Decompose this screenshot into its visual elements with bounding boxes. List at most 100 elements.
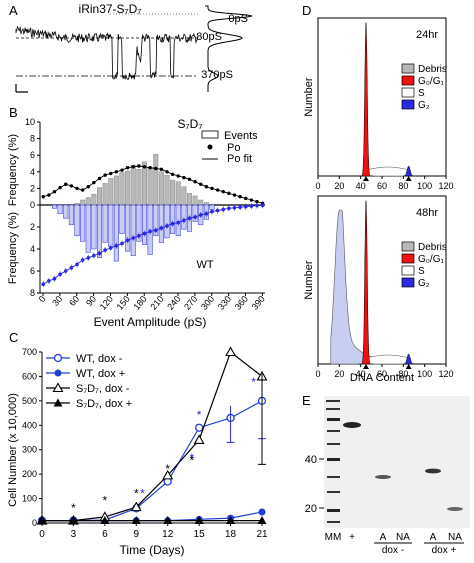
- c-series-line: [42, 351, 263, 522]
- b-xtick-label: 90: [84, 294, 98, 308]
- d-legend-label: S: [418, 88, 425, 99]
- c-significance-star: *: [134, 486, 139, 500]
- d-legend-swatch: [401, 63, 415, 74]
- lane-na-1: NA: [396, 532, 410, 543]
- c-legend-marker: [54, 369, 62, 377]
- c-xtick-label: 21: [256, 529, 268, 540]
- events-bar-upper: [181, 186, 187, 206]
- c-legend-marker: [52, 382, 64, 393]
- c-point: [163, 516, 173, 525]
- d-g2-peak: [403, 165, 415, 177]
- lane-a-1: A: [380, 532, 387, 543]
- d-xtick-label: 40: [356, 369, 366, 379]
- d-frame: [317, 17, 447, 177]
- d-legend-swatch: [401, 241, 415, 252]
- d-xlabel: DNA Content: [350, 372, 414, 384]
- panel-label-b: B: [9, 105, 18, 120]
- b-xtick-label: 300: [199, 294, 216, 312]
- po-point-lower: [260, 203, 265, 208]
- d-time-label: 24hr: [416, 29, 438, 41]
- events-bar-lower: [80, 204, 86, 242]
- legend-pofit: Po fit: [227, 153, 252, 165]
- d-legend-swatch: [401, 75, 415, 86]
- d-ylabel: Number: [303, 77, 315, 116]
- events-bar-upper: [130, 164, 136, 206]
- d-legend-swatch: [401, 87, 415, 98]
- b-xtick-label: 0: [37, 294, 48, 304]
- c-xtick-label: 3: [71, 529, 77, 540]
- c-ytick-label: 700: [22, 347, 37, 357]
- legend-po: Po: [227, 142, 240, 154]
- c-significance-star: *: [71, 501, 76, 515]
- events-bar-lower: [97, 204, 102, 259]
- b-xtick-label: 150: [115, 294, 132, 312]
- d-legend-label: S: [418, 266, 425, 277]
- events-bar-upper: [153, 154, 159, 206]
- c-significance-star: *: [140, 486, 145, 500]
- events-bar-lower: [158, 204, 164, 243]
- band-a-dox-minus: [375, 475, 391, 479]
- scale-bar: [15, 84, 28, 93]
- events-bar-lower: [113, 204, 119, 262]
- events-bar-upper: [198, 199, 204, 206]
- c-point: [194, 516, 204, 525]
- events-bar-upper: [203, 202, 209, 206]
- western-blot: [324, 396, 470, 528]
- panel-c-axes: 0 100 200 300 400 500 600 700 0 3 6 9 12 15 18 21: [22, 347, 268, 540]
- b-xtick-label: 390: [250, 294, 267, 312]
- b-ylabel-upper: Frequency (%): [7, 134, 19, 206]
- c-point: [37, 516, 47, 525]
- d-xtick-label: 120: [438, 369, 453, 379]
- d-legend-label: Debris: [418, 242, 447, 253]
- b-xtick-label: 330: [216, 294, 233, 312]
- d-legend-label: G₂: [418, 100, 430, 111]
- b-xtick-label: 270: [182, 294, 199, 312]
- b-ytick-label-upper: 4: [30, 167, 35, 177]
- c-legend-marker: [53, 398, 63, 407]
- lane-positive: +: [349, 532, 355, 543]
- panel-a: A iRin37-S₇D₇ 0pS 80pS 370pS: [9, 2, 253, 93]
- lane-mm: MM: [325, 532, 342, 543]
- b-xtick-label: 180: [131, 294, 148, 312]
- c-point: [131, 516, 141, 525]
- c-point: [193, 434, 205, 444]
- band-a-dox-plus: [425, 468, 441, 474]
- c-xlabel: Time (Days): [120, 543, 185, 557]
- group-dox-minus: dox -: [382, 545, 404, 556]
- events-bar-upper: [170, 179, 176, 206]
- c-point: [68, 516, 78, 525]
- c-point: [257, 516, 267, 525]
- panel-c-series: [36, 346, 268, 525]
- d-xtick-label: 20: [334, 369, 344, 379]
- events-bar-upper: [113, 175, 119, 206]
- c-xtick-label: 15: [194, 529, 206, 540]
- band-na-dox-plus: [447, 507, 463, 511]
- d-legend-label: G₀/G₁: [418, 76, 444, 87]
- c-legend-label: WT, dox -: [76, 353, 123, 365]
- d-xtick-label: 0: [315, 369, 320, 379]
- d-peak-marker: [363, 364, 369, 369]
- events-bar-upper: [85, 197, 91, 206]
- events-bar-upper: [164, 174, 170, 206]
- b-xtick-label: 120: [98, 294, 115, 312]
- legend-events-swatch: [201, 130, 219, 139]
- po-point-upper: [41, 195, 45, 199]
- d-legend-label: G₂: [418, 278, 430, 289]
- events-bar-lower: [68, 204, 74, 226]
- po-fit-upper: [43, 165, 263, 204]
- c-xtick-label: 18: [225, 529, 237, 540]
- d-peak-marker: [405, 364, 412, 369]
- events-bar-lower: [57, 204, 63, 215]
- events-bar-lower: [192, 204, 198, 222]
- panel-b-po: [41, 164, 265, 288]
- events-bar-upper: [91, 193, 97, 206]
- d-g0g1-peak: [358, 22, 374, 177]
- c-ytick-label: 400: [22, 420, 37, 430]
- d-legend-swatch: [401, 253, 415, 264]
- events-bar-lower: [170, 204, 176, 234]
- events-bar-lower: [125, 204, 131, 252]
- b-xtick-label: 30: [50, 294, 64, 308]
